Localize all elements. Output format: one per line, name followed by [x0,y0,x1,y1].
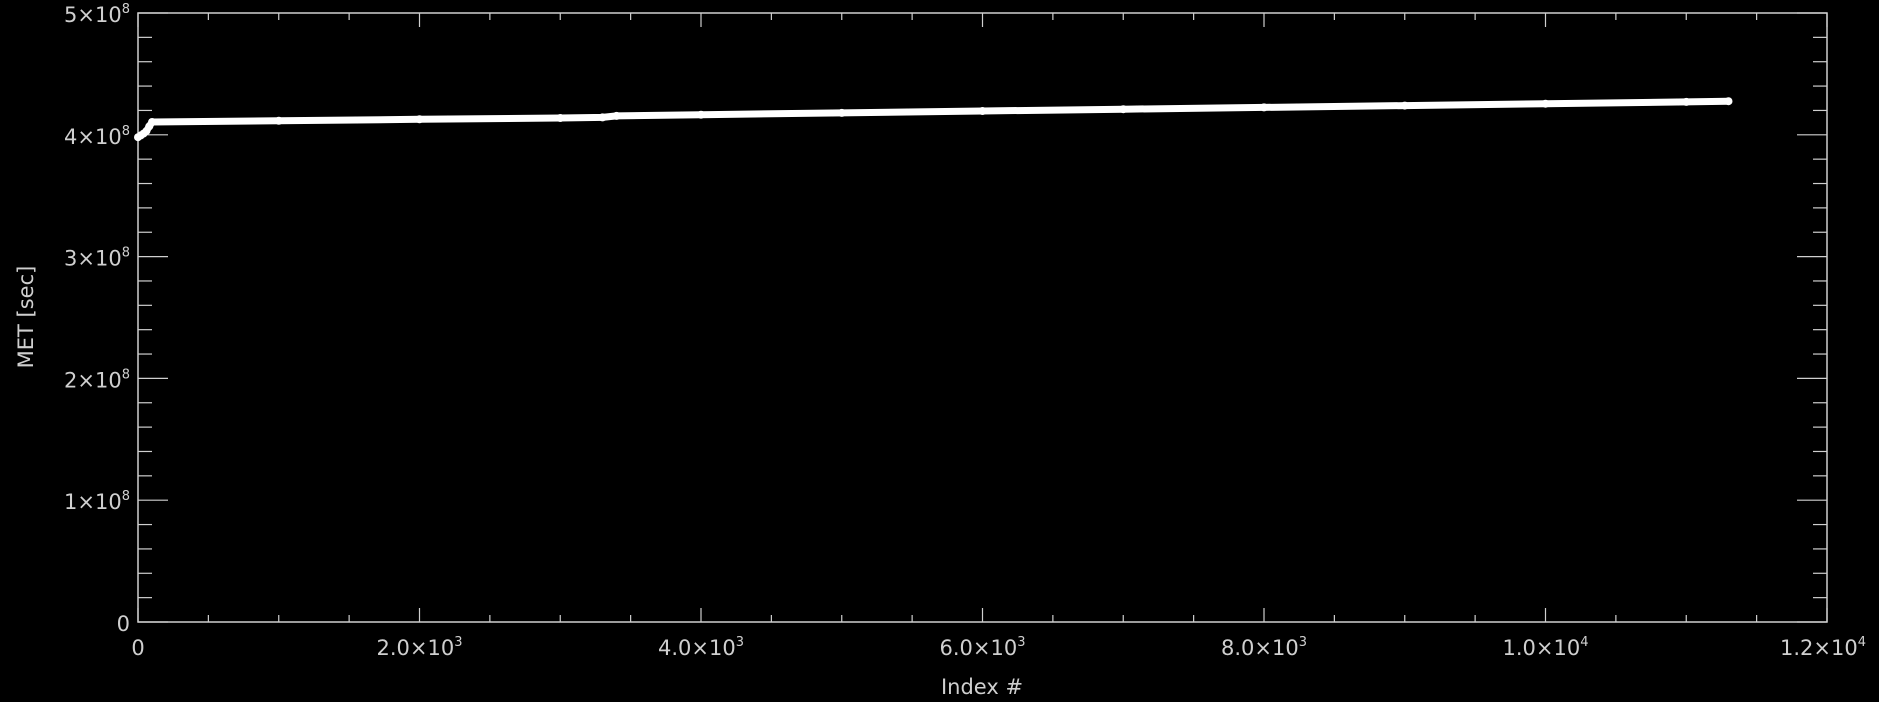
data-point [697,110,705,119]
x-tick-label: 6.0×103 [940,635,1026,660]
axis-tick-labels: 0 2.0×103 4.0×103 6.0×103 8.0×103 1.0×104 1.2×… [64,2,1866,660]
x-tick-label: 1.2×104 [1780,635,1866,660]
data-point [1260,103,1268,112]
x-tick-label: 1.0×104 [1503,635,1589,660]
data-point [837,108,846,117]
y-tick-label: 0 [117,612,130,636]
x-tick-label: 2.0×103 [377,635,463,660]
data-point [274,116,283,125]
series-layer [134,97,1733,142]
data-point [1541,99,1550,108]
data-point [598,113,607,122]
data-point [1682,97,1691,106]
data-point [556,114,565,122]
x-tick-label: 8.0×103 [1221,635,1307,660]
data-point [612,111,621,120]
y-axis-label: MET [sec] [14,266,38,369]
y-tick-label: 5×108 [64,2,130,27]
data-point [148,118,157,126]
axis-ticks [137,12,1828,623]
y-tick-label: 1×108 [64,489,130,514]
x-axis-label: Index # [941,675,1023,699]
data-point [415,115,424,124]
y-tick-label: 3×108 [64,246,130,271]
data-point [978,107,987,115]
y-tick-label: 4×108 [64,124,130,149]
y-tick-label: 2×108 [64,367,130,392]
x-tick-label: 4.0×103 [658,635,744,660]
data-point [1400,101,1409,110]
x-tick-label: 0 [131,636,144,660]
data-point [1724,97,1733,106]
data-point [1119,105,1128,114]
